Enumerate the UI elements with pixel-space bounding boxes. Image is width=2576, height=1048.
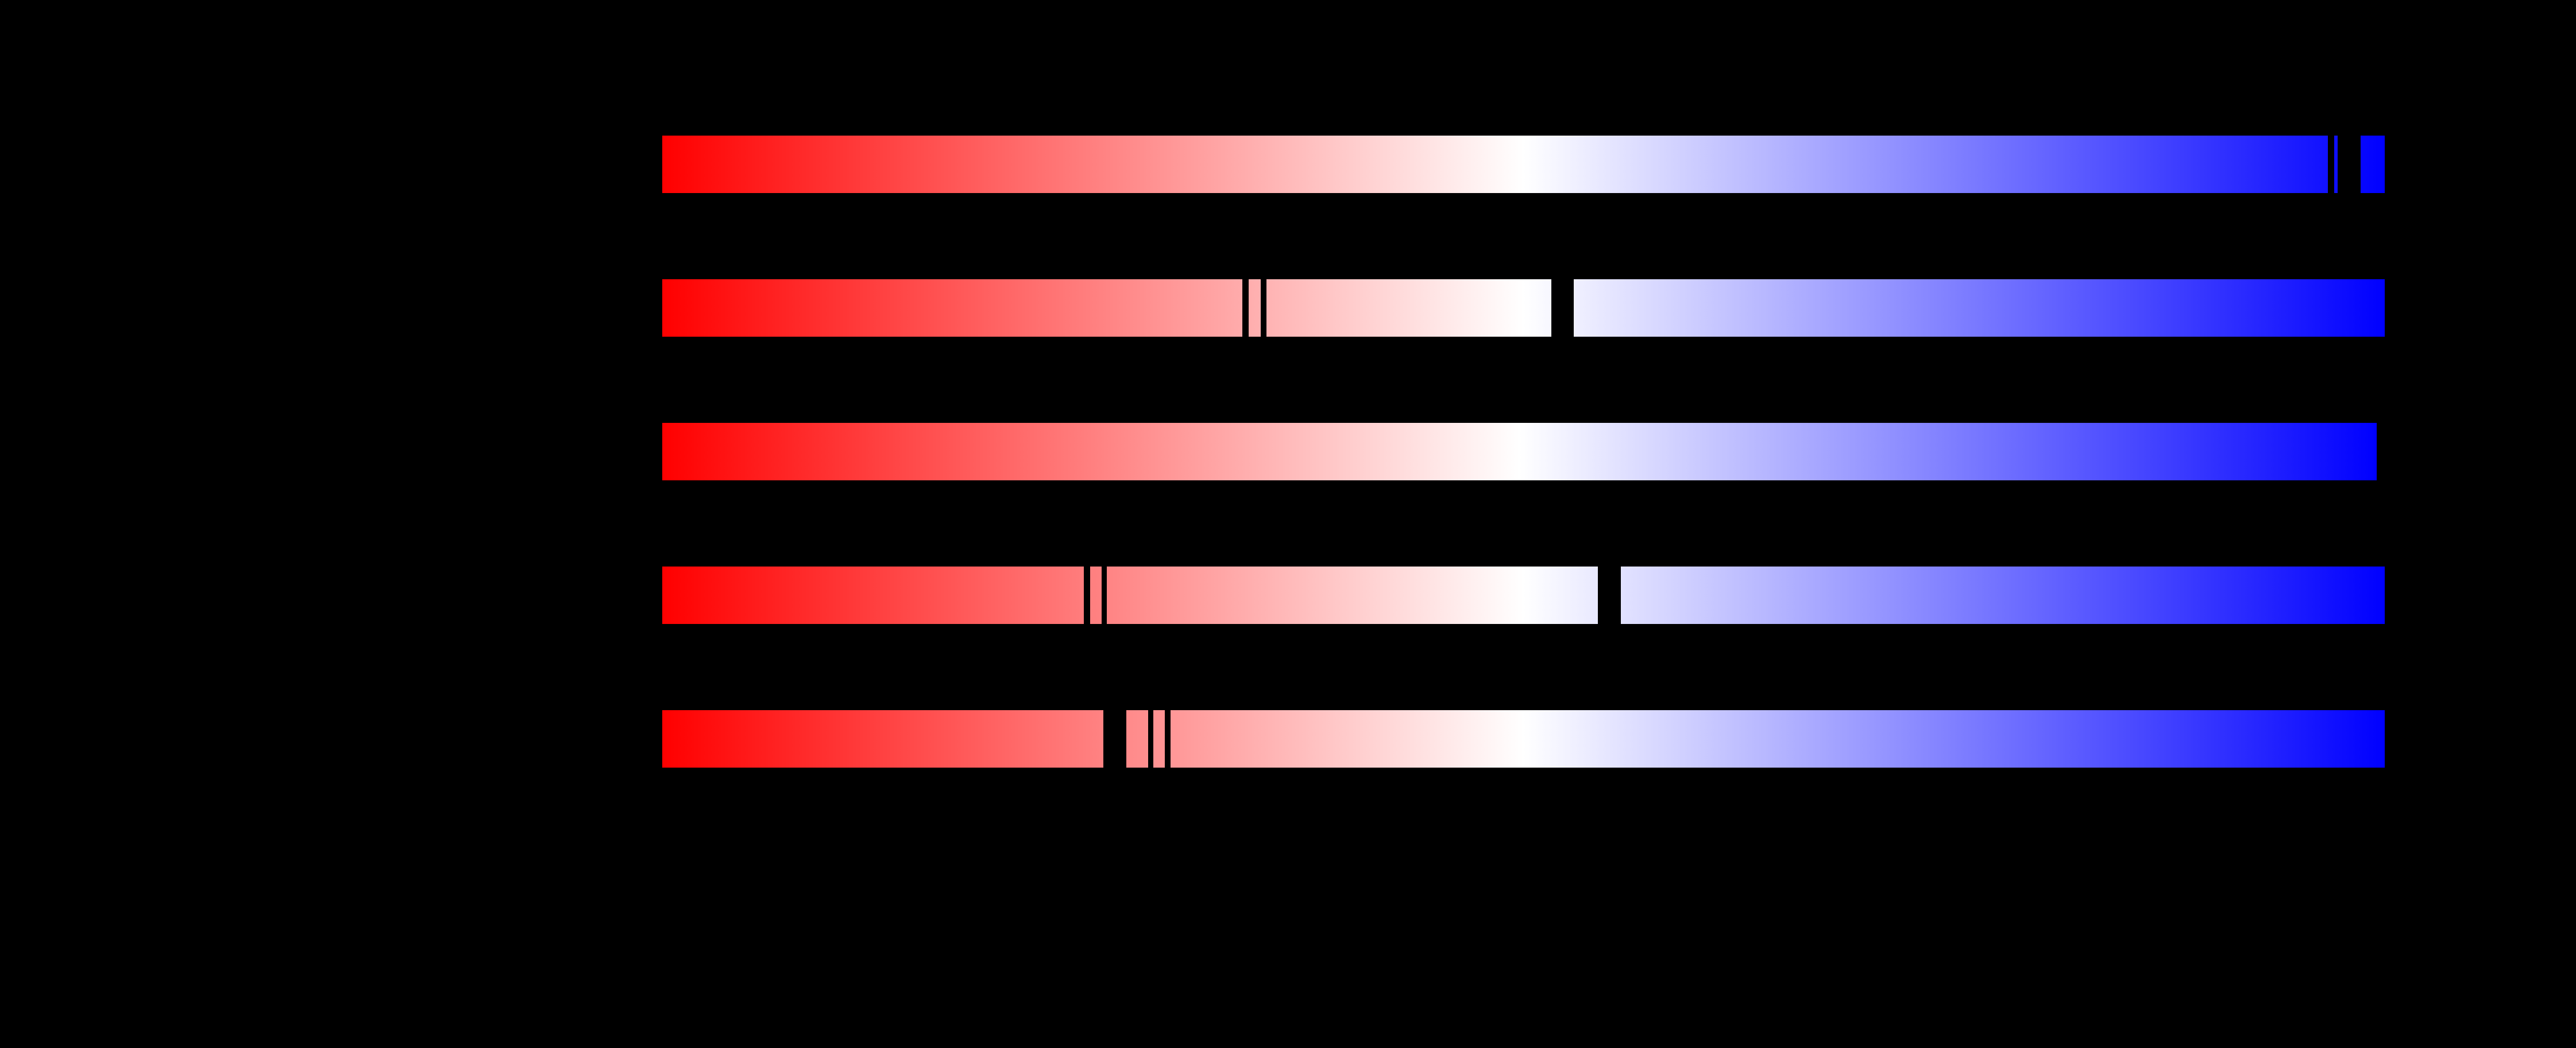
thin-marker-tick [1101, 567, 1107, 624]
thin-marker-tick [1148, 710, 1153, 768]
gradient-bar-row-4 [662, 567, 2385, 624]
gradient-bar-row-2 [662, 279, 2385, 337]
thin-marker-tick [2327, 136, 2334, 193]
gradient-bar-row-1 [662, 136, 2385, 193]
thin-marker-tick [1164, 710, 1171, 768]
thick-marker-tick [1551, 279, 1574, 337]
gradient-bar-row-5 [662, 710, 2385, 768]
thin-marker-tick [1242, 279, 1249, 337]
thin-marker-tick [1083, 567, 1090, 624]
thick-marker-tick [1103, 710, 1126, 768]
gradient-bar-row-3 [662, 423, 2377, 480]
thick-marker-tick [2337, 136, 2361, 193]
thick-marker-tick [1597, 567, 1621, 624]
thin-marker-tick [1260, 279, 1266, 337]
